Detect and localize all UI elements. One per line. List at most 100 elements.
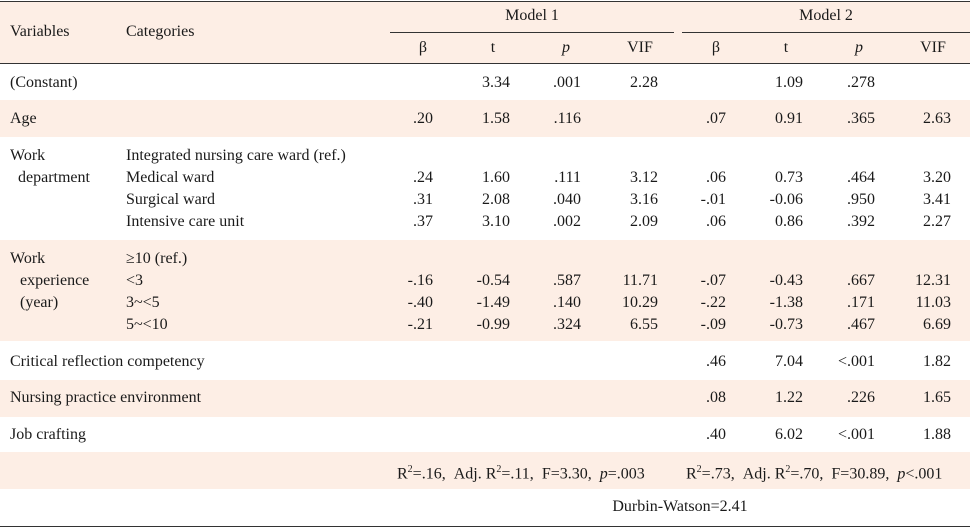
model2-rule (682, 32, 970, 33)
table-cell: .040 (553, 191, 581, 208)
table-cell: .140 (553, 294, 581, 311)
table-cell: 1.60 (482, 169, 510, 186)
table-cell: 7.04 (775, 353, 803, 370)
table-cell: <.001 (837, 353, 875, 370)
constant-label: (Constant) (10, 74, 78, 91)
header-variables: Variables (10, 23, 70, 40)
category-label: Surgical ward (126, 191, 216, 208)
table-cell: .278 (847, 74, 875, 91)
table-row: 3~<5 -.40 -1.49 .140 10.29 -.22 -1.38 .171 11.03 (0, 294, 970, 314)
exp-ref: ≥10 (ref.) (126, 250, 188, 267)
stats-band (0, 452, 970, 489)
table-cell: .31 (413, 191, 433, 208)
environment-label: Nursing practice environment (10, 389, 202, 406)
table-cell: 1.22 (775, 389, 803, 406)
table-cell: .40 (706, 426, 726, 443)
p-letter: p (897, 465, 906, 483)
experience-band (0, 240, 970, 341)
table-cell: .37 (413, 213, 433, 230)
table-cell: -.40 (407, 294, 433, 311)
r-squared-sup: 2 (696, 464, 702, 475)
table-cell: 6.55 (630, 316, 658, 333)
category-label: <3 (126, 272, 144, 289)
f-value: F=3.30, (541, 465, 592, 483)
table-cell: -0.73 (769, 316, 803, 333)
model1-rule (390, 32, 674, 33)
model2-fit-stats: R2=.73, Adj. R2=.70, F=30.89, p<.001 (686, 461, 942, 483)
table-cell: .365 (847, 110, 875, 127)
header-bottom-rule (0, 63, 970, 64)
exp-rows: <3 -.16 -0.54 .587 11.71 -.07 -0.43 .667 12.31 3~… (0, 272, 970, 338)
m2-vif-header: VIF (920, 39, 946, 56)
table-cell: .324 (553, 316, 581, 333)
table-row: Intensive care unit .37 3.10 .002 2.09 .06 0.8… (0, 213, 970, 233)
table-cell: 3.16 (630, 191, 658, 208)
table-cell: 0.91 (775, 110, 803, 127)
model1-fit-stats: R2=.16, Adj. R2=.11, F=3.30, p=.003 (397, 461, 645, 483)
category-label: Medical ward (126, 169, 215, 186)
table-cell: 3.20 (923, 169, 951, 186)
table-cell: .467 (847, 316, 875, 333)
table-cell: .667 (847, 272, 875, 289)
table-cell: .171 (847, 294, 875, 311)
adj-value: =.70, (790, 465, 824, 483)
table-cell: .24 (413, 169, 433, 186)
table-cell: .46 (706, 353, 726, 370)
table-cell: .001 (553, 74, 581, 91)
table-cell: .06 (706, 169, 726, 186)
table-cell: .950 (847, 191, 875, 208)
table-row: 5~<10 -.21 -0.99 .324 6.55 -.09 -0.73 .467 6.69 (0, 316, 970, 336)
table-cell: -0.06 (769, 191, 803, 208)
dept-label: Work (10, 147, 46, 164)
table-cell: 3.10 (482, 213, 510, 230)
table-cell: -.09 (700, 316, 726, 333)
table-cell: 2.08 (482, 191, 510, 208)
table-cell: 10.29 (622, 294, 658, 311)
r2-value: =.16, (412, 465, 446, 483)
category-label: Intensive care unit (126, 213, 245, 230)
durbin-watson: Durbin-Watson=2.41 (612, 498, 748, 515)
table-cell: .116 (553, 110, 581, 127)
table-cell: 11.71 (622, 272, 658, 289)
m1-vif-header: VIF (627, 39, 653, 56)
age-label: Age (10, 110, 37, 127)
exp-label: Work (10, 250, 46, 267)
table-cell: 2.27 (923, 213, 951, 230)
f-value: F=30.89, (831, 465, 890, 483)
p-value: <.001 (905, 465, 943, 483)
table-cell: -.22 (700, 294, 726, 311)
table-cell: 3.34 (482, 74, 510, 91)
table-cell: -.16 (407, 272, 433, 289)
dept-ref: Integrated nursing care ward (ref.) (126, 147, 346, 164)
table-cell: 11.03 (915, 294, 951, 311)
table-cell: 0.86 (775, 213, 803, 230)
table-cell: 12.31 (915, 272, 951, 289)
table-cell: 1.09 (775, 74, 803, 91)
table-cell: .002 (553, 213, 581, 230)
r-letter: R (686, 465, 697, 483)
bottom-rule (0, 526, 970, 527)
r-letter: R (397, 465, 408, 483)
table-cell: -0.99 (476, 316, 510, 333)
table-cell: .392 (847, 213, 875, 230)
table-cell: 6.02 (775, 426, 803, 443)
m1-p-header: p (562, 39, 570, 56)
table-cell: .111 (554, 169, 581, 186)
table-cell: -1.38 (769, 294, 803, 311)
p-letter: p (599, 465, 608, 483)
table-cell: 2.09 (630, 213, 658, 230)
table-cell: -0.43 (769, 272, 803, 289)
table-cell: 1.65 (923, 389, 951, 406)
job-crafting-label: Job crafting (10, 426, 86, 443)
table-cell: .464 (847, 169, 875, 186)
r-squared-sup: 2 (407, 464, 413, 475)
table-row: Surgical ward .31 2.08 .040 3.16 -.01 -0.06 .95… (0, 191, 970, 211)
table-cell: 6.69 (923, 316, 951, 333)
m2-t-header: t (783, 39, 789, 56)
table-cell: -.21 (407, 316, 433, 333)
m1-t-header: t (490, 39, 496, 56)
table-cell: -.01 (700, 191, 726, 208)
table-cell: .06 (706, 213, 726, 230)
table-cell: 2.28 (630, 74, 658, 91)
